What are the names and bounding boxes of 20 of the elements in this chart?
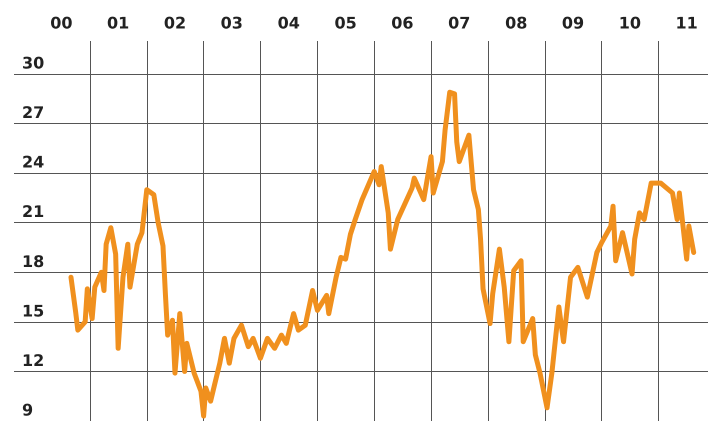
- x-tick-label: 07: [448, 14, 470, 32]
- y-tick-label: 9: [22, 400, 34, 420]
- y-tick-label: 12: [22, 350, 44, 370]
- y-tick-label: 21: [22, 202, 44, 222]
- y-tick-label: 18: [22, 252, 44, 271]
- x-tick-label: 06: [391, 14, 414, 32]
- x-tick-label: 09: [562, 14, 584, 32]
- y-tick-label: 30: [22, 54, 44, 73]
- y-tick-label: 27: [22, 103, 44, 122]
- x-tick-label: 08: [505, 14, 528, 32]
- x-tick-label: 05: [334, 14, 357, 32]
- x-tick-label: 11: [676, 14, 698, 32]
- x-tick-label: 02: [164, 14, 186, 32]
- y-tick-label: 15: [22, 301, 44, 320]
- y-tick-label: 24: [22, 152, 44, 172]
- x-tick-label: 01: [107, 14, 130, 32]
- x-tick-label: 04: [278, 14, 300, 32]
- x-tick-label: 03: [220, 14, 243, 32]
- x-tick-label: 00: [50, 14, 72, 32]
- x-tick-label: 10: [618, 14, 641, 32]
